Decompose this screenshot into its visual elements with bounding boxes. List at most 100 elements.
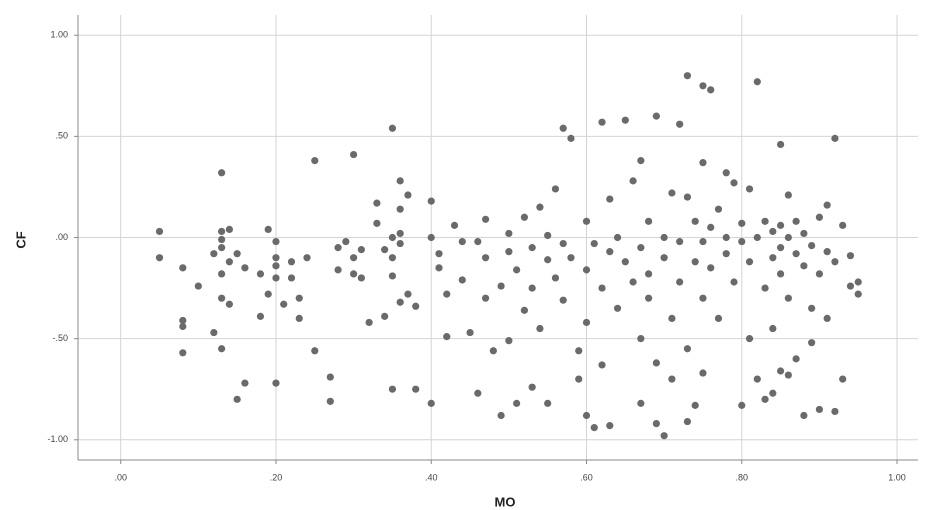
point — [824, 202, 831, 209]
point — [257, 313, 264, 320]
point — [544, 256, 551, 263]
point — [226, 226, 233, 233]
point — [653, 113, 660, 120]
point — [855, 278, 862, 285]
point — [769, 254, 776, 261]
point — [831, 408, 838, 415]
point — [575, 347, 582, 354]
point — [575, 375, 582, 382]
point — [567, 135, 574, 142]
point — [272, 380, 279, 387]
x-axis-title: MO — [495, 494, 516, 509]
point — [234, 250, 241, 257]
point — [637, 157, 644, 164]
point — [544, 232, 551, 239]
point — [754, 234, 761, 241]
point — [629, 177, 636, 184]
point — [373, 200, 380, 207]
point — [746, 335, 753, 342]
point — [653, 420, 660, 427]
point — [358, 246, 365, 253]
point — [808, 242, 815, 249]
point — [637, 335, 644, 342]
point — [567, 254, 574, 261]
point — [777, 367, 784, 374]
point — [583, 319, 590, 326]
point — [482, 254, 489, 261]
point — [730, 278, 737, 285]
point — [210, 329, 217, 336]
point — [257, 270, 264, 277]
x-tick-label: .60 — [580, 472, 593, 482]
point — [234, 396, 241, 403]
point — [350, 270, 357, 277]
point — [591, 424, 598, 431]
point — [466, 329, 473, 336]
point — [552, 185, 559, 192]
point — [622, 117, 629, 124]
point — [738, 220, 745, 227]
point — [482, 216, 489, 223]
point — [769, 325, 776, 332]
x-tick-label: .20 — [270, 472, 283, 482]
point — [777, 141, 784, 148]
point — [715, 315, 722, 322]
point — [606, 422, 613, 429]
point — [769, 390, 776, 397]
point — [218, 236, 225, 243]
point — [591, 240, 598, 247]
point — [668, 315, 675, 322]
chart: MO CF 1.00.50.00-.50-1.00.00.20.40.60.80… — [0, 0, 931, 510]
y-tick-label: .00 — [55, 232, 68, 242]
point — [428, 197, 435, 204]
point — [793, 250, 800, 257]
point — [583, 412, 590, 419]
point — [560, 125, 567, 132]
point — [661, 432, 668, 439]
y-tick-label: -1.00 — [47, 434, 68, 444]
y-tick-label: 1.00 — [50, 30, 68, 40]
point — [536, 204, 543, 211]
point — [334, 266, 341, 273]
point — [793, 218, 800, 225]
point — [707, 224, 714, 231]
point — [373, 220, 380, 227]
x-tick-label: 1.00 — [888, 472, 906, 482]
point — [824, 315, 831, 322]
point — [761, 396, 768, 403]
point — [855, 291, 862, 298]
point — [676, 278, 683, 285]
point — [808, 305, 815, 312]
point — [637, 400, 644, 407]
point — [474, 238, 481, 245]
point — [785, 234, 792, 241]
point — [179, 323, 186, 330]
point — [342, 238, 349, 245]
point — [327, 373, 334, 380]
point — [661, 254, 668, 261]
point — [435, 264, 442, 271]
point — [668, 375, 675, 382]
point — [397, 240, 404, 247]
point — [404, 191, 411, 198]
point — [288, 274, 295, 281]
point — [272, 238, 279, 245]
point — [428, 400, 435, 407]
point — [521, 214, 528, 221]
point — [381, 313, 388, 320]
point — [839, 375, 846, 382]
point — [451, 222, 458, 229]
point — [692, 402, 699, 409]
point — [699, 369, 706, 376]
point — [785, 191, 792, 198]
point — [598, 284, 605, 291]
point — [645, 295, 652, 302]
point — [839, 222, 846, 229]
point — [412, 386, 419, 393]
point — [296, 295, 303, 302]
point — [800, 262, 807, 269]
point — [498, 282, 505, 289]
point — [241, 264, 248, 271]
point — [824, 248, 831, 255]
point — [831, 258, 838, 265]
